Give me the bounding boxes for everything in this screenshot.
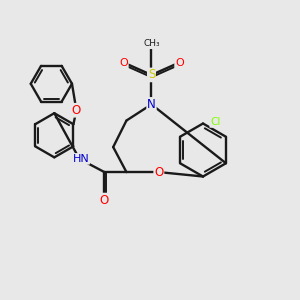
Text: O: O — [175, 58, 184, 68]
Text: O: O — [100, 194, 109, 207]
Text: S: S — [148, 68, 155, 81]
Text: N: N — [147, 98, 156, 111]
Text: Cl: Cl — [210, 117, 220, 127]
Text: CH₃: CH₃ — [143, 40, 160, 49]
Text: O: O — [154, 166, 164, 178]
Text: O: O — [119, 58, 128, 68]
Text: O: O — [72, 104, 81, 117]
Text: HN: HN — [72, 154, 89, 164]
